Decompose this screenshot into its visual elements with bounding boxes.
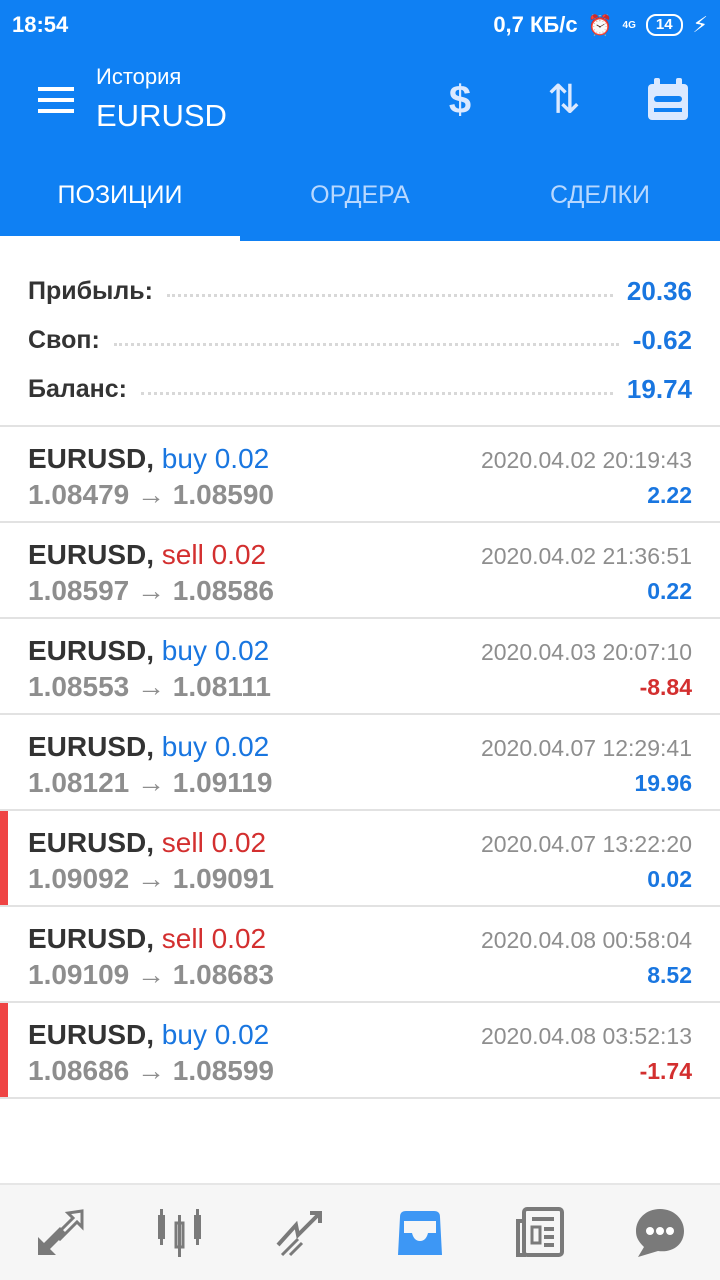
- position-prices: 1.08686 → 1.08599: [28, 1055, 274, 1086]
- position-prices: 1.08479 → 1.08590: [28, 479, 274, 510]
- position-time: 2020.04.07 13:22:20: [480, 831, 692, 857]
- signal-icon: 4G: [622, 19, 636, 31]
- nav-news[interactable]: [480, 1206, 600, 1259]
- top-bar: 18:54 0,7 КБ/с ⏰ 4G 14 ⚡ История EURUSD …: [0, 0, 720, 241]
- page-subtitle: История: [96, 64, 182, 89]
- position-symbol: EURUSD, buy 0.02: [28, 731, 270, 762]
- position-profit: 2.22: [647, 482, 692, 508]
- swap-value: -0.62: [632, 325, 692, 355]
- position-row[interactable]: EURUSD, buy 0.02 1.08553 → 1.08111 2020.…: [0, 619, 720, 715]
- position-prices: 1.09092 → 1.09091: [28, 863, 274, 894]
- alarm-icon: ⏰: [587, 14, 613, 37]
- position-symbol: EURUSD, buy 0.02: [28, 1019, 270, 1050]
- position-prices: 1.08553 → 1.08111: [28, 671, 271, 702]
- profit-value: 20.36: [626, 276, 692, 306]
- position-prices: 1.08121 → 1.09119: [28, 767, 273, 798]
- status-bar: 18:54 0,7 КБ/с ⏰ 4G 14 ⚡: [0, 0, 720, 50]
- position-time: 2020.04.02 20:19:43: [480, 447, 692, 473]
- nav-chart[interactable]: [120, 1207, 240, 1259]
- position-profit: -1.74: [639, 1058, 692, 1084]
- position-row[interactable]: EURUSD, buy 0.02 1.08686 → 1.08599 2020.…: [0, 1003, 720, 1099]
- position-time: 2020.04.08 03:52:13: [480, 1023, 692, 1049]
- tab-orders[interactable]: ОРДЕРА: [310, 181, 410, 209]
- position-time: 2020.04.08 00:58:04: [480, 927, 692, 953]
- nav-history[interactable]: [360, 1207, 480, 1259]
- nav-chat[interactable]: [600, 1207, 720, 1259]
- news-icon: [516, 1206, 564, 1257]
- chat-icon: [636, 1208, 684, 1257]
- position-time: 2020.04.03 20:07:10: [480, 639, 692, 665]
- position-side: sell 0.02: [161, 923, 267, 954]
- network-speed: 0,7 КБ/с: [493, 12, 578, 37]
- position-prices: 1.08597 → 1.08586: [28, 575, 274, 606]
- position-row[interactable]: EURUSD, sell 0.02 1.09109 → 1.08683 2020…: [0, 907, 720, 1003]
- position-side: buy 0.02: [161, 635, 270, 666]
- position-symbol: EURUSD, sell 0.02: [28, 827, 267, 858]
- tab-positions[interactable]: ПОЗИЦИИ: [57, 181, 183, 209]
- nav-quotes[interactable]: [0, 1207, 120, 1259]
- battery-icon: 14: [645, 14, 683, 36]
- position-time: 2020.04.02 21:36:51: [480, 543, 692, 569]
- currency-exchange-icon[interactable]: $: [448, 77, 472, 122]
- position-profit: 19.96: [634, 770, 692, 796]
- position-profit: -8.84: [639, 674, 692, 700]
- trade-icon: [276, 1210, 322, 1256]
- position-side: buy 0.02: [161, 443, 270, 474]
- position-side: buy 0.02: [161, 1019, 270, 1050]
- position-symbol: EURUSD, buy 0.02: [28, 635, 270, 666]
- summary: Прибыль: 20.36 Своп: -0.62 Баланс: 19.74: [0, 241, 720, 427]
- calendar-icon[interactable]: [640, 72, 696, 128]
- balance-label: Баланс:: [28, 375, 127, 403]
- quotes-icon: [38, 1208, 84, 1255]
- nav-trade[interactable]: [240, 1207, 360, 1259]
- tab-indicator: [0, 236, 240, 241]
- position-profit: 0.02: [647, 866, 692, 892]
- chart-icon: [158, 1208, 201, 1257]
- position-prices: 1.09109 → 1.08683: [28, 959, 274, 990]
- position-side: sell 0.02: [161, 539, 267, 570]
- swap-label: Своп:: [28, 326, 100, 354]
- profit-label: Прибыль:: [28, 277, 153, 305]
- position-profit: 8.52: [647, 962, 692, 988]
- position-side: sell 0.02: [161, 827, 267, 858]
- position-side: buy 0.02: [161, 731, 270, 762]
- position-symbol: EURUSD, sell 0.02: [28, 539, 267, 570]
- charging-icon: ⚡: [692, 12, 708, 37]
- balance-value: 19.74: [626, 374, 692, 404]
- history-icon: [398, 1210, 442, 1255]
- tab-deals[interactable]: СДЕЛКИ: [549, 181, 651, 209]
- clock: 18:54: [12, 12, 69, 37]
- bottom-nav: [0, 1183, 720, 1280]
- position-row[interactable]: EURUSD, sell 0.02 1.09092 → 1.09091 2020…: [0, 811, 720, 907]
- sort-icon[interactable]: ⇅: [547, 78, 581, 122]
- position-row[interactable]: EURUSD, sell 0.02 1.08597 → 1.08586 2020…: [0, 523, 720, 619]
- page-title: EURUSD: [96, 98, 227, 133]
- position-row[interactable]: EURUSD, buy 0.02 1.08121 → 1.09119 2020.…: [0, 715, 720, 811]
- menu-button[interactable]: [38, 87, 74, 113]
- position-time: 2020.04.07 12:29:41: [480, 735, 692, 761]
- position-symbol: EURUSD, sell 0.02: [28, 923, 267, 954]
- position-symbol: EURUSD, buy 0.02: [28, 443, 270, 474]
- position-profit: 0.22: [647, 578, 692, 604]
- positions-list: EURUSD, buy 0.02 1.08479 → 1.08590 2020.…: [0, 427, 720, 1099]
- position-row[interactable]: EURUSD, buy 0.02 1.08479 → 1.08590 2020.…: [0, 427, 720, 523]
